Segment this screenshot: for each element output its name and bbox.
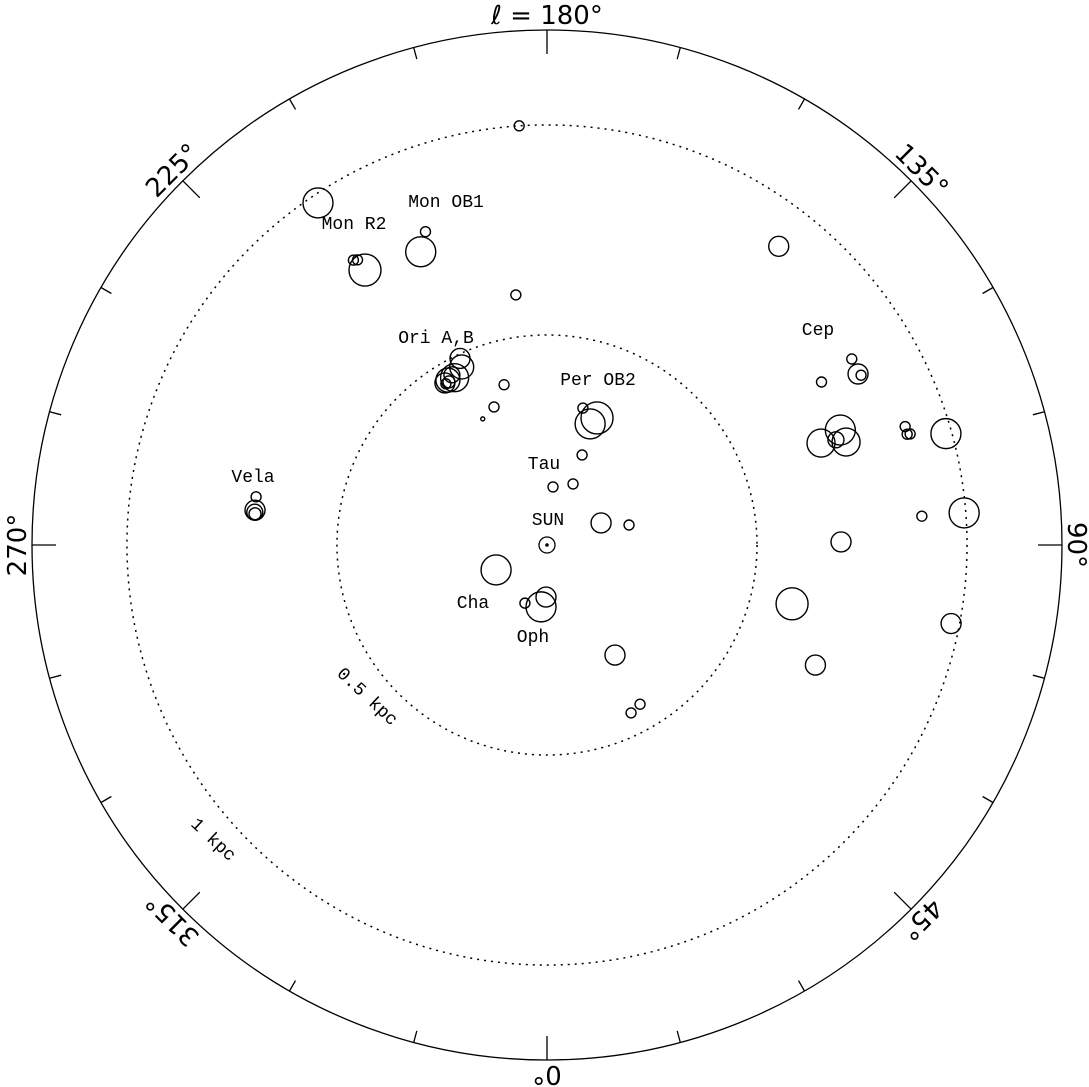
cluster-marker — [440, 378, 452, 390]
region-label: Mon R2 — [322, 215, 387, 235]
cluster-marker — [827, 431, 845, 449]
cluster-marker — [525, 591, 557, 623]
cluster-marker — [513, 120, 525, 132]
major-tick — [893, 891, 912, 910]
cluster-marker — [443, 366, 461, 384]
minor-tick — [288, 980, 297, 992]
cluster-marker — [348, 253, 382, 287]
region-label: Cep — [802, 321, 834, 341]
cluster-marker — [576, 449, 588, 461]
cluster-marker — [567, 478, 579, 490]
minor-tick — [982, 286, 994, 295]
tick-label: 270° — [3, 514, 33, 577]
ring-label: 0.5 kpc — [332, 664, 401, 730]
cluster-marker — [577, 402, 589, 414]
cluster-marker — [604, 644, 626, 666]
cluster-marker — [930, 417, 962, 450]
cluster-marker — [248, 507, 262, 521]
minor-tick — [100, 795, 112, 804]
region-label: Cha — [457, 594, 490, 614]
minor-tick — [1032, 411, 1045, 416]
minor-tick — [797, 980, 806, 992]
sun-dot — [545, 543, 549, 547]
cluster-marker — [768, 235, 790, 257]
cluster-marker — [916, 510, 928, 522]
distance-ring — [336, 334, 758, 756]
major-tick — [893, 180, 912, 199]
cluster-marker — [847, 363, 869, 385]
cluster-marker — [510, 289, 522, 301]
cluster-marker — [806, 428, 836, 458]
cluster-marker — [302, 187, 334, 219]
cluster-marker — [815, 376, 828, 388]
cluster-marker — [519, 597, 531, 609]
distance-ring — [126, 124, 968, 966]
cluster-marker — [547, 481, 559, 493]
minor-tick — [288, 98, 297, 110]
tick-label: ℓ = 180° — [490, 1, 603, 31]
cluster-marker — [250, 491, 262, 503]
cluster-marker — [824, 414, 857, 446]
tick-label: 0° — [532, 1059, 562, 1087]
cluster-marker — [347, 254, 360, 266]
minor-tick — [1032, 674, 1045, 679]
region-label: Ori A,B — [398, 329, 474, 349]
cluster-marker — [439, 362, 470, 393]
minor-tick — [982, 795, 994, 804]
cluster-marker — [634, 698, 646, 710]
cluster-marker — [846, 353, 858, 365]
cluster-marker — [480, 554, 512, 586]
minor-tick — [413, 1030, 418, 1043]
cluster-marker — [831, 427, 861, 457]
sun-symbol — [538, 536, 556, 554]
major-tick — [182, 891, 201, 910]
region-label: SUN — [532, 511, 564, 531]
cluster-marker — [804, 654, 827, 676]
cluster-marker — [940, 612, 962, 635]
cluster-marker — [625, 707, 637, 719]
region-label: Vela — [231, 468, 274, 488]
cluster-marker — [855, 369, 867, 381]
cluster-marker — [419, 225, 432, 238]
cluster-marker — [901, 428, 913, 440]
region-label: Mon OB1 — [408, 193, 484, 213]
cluster-marker — [775, 587, 809, 621]
cluster-marker — [535, 586, 557, 608]
cluster-marker — [480, 416, 486, 422]
cluster-marker — [580, 401, 614, 435]
cluster-marker — [623, 519, 635, 531]
cluster-marker — [574, 408, 606, 440]
minor-tick — [797, 98, 806, 110]
region-label: Tau — [528, 455, 560, 475]
tick-label: 90° — [1061, 522, 1089, 568]
cluster-marker — [488, 401, 500, 413]
minor-tick — [49, 411, 62, 416]
cluster-marker — [948, 497, 980, 529]
minor-tick — [413, 47, 418, 60]
cluster-marker — [405, 236, 437, 268]
cluster-marker — [498, 379, 510, 391]
minor-tick — [100, 286, 112, 295]
minor-tick — [676, 47, 681, 60]
minor-tick — [676, 1030, 681, 1043]
major-tick — [182, 180, 201, 199]
cluster-marker — [830, 531, 852, 553]
minor-tick — [49, 674, 62, 679]
region-label: Oph — [517, 628, 549, 648]
region-label: Per OB2 — [560, 371, 636, 391]
cluster-marker — [590, 512, 612, 534]
